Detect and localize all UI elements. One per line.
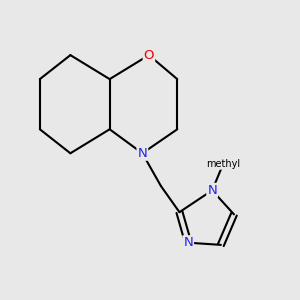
- Text: N: N: [183, 236, 193, 249]
- Text: N: N: [207, 184, 217, 197]
- Text: O: O: [144, 49, 154, 62]
- Text: N: N: [137, 147, 147, 160]
- Text: methyl: methyl: [206, 159, 240, 169]
